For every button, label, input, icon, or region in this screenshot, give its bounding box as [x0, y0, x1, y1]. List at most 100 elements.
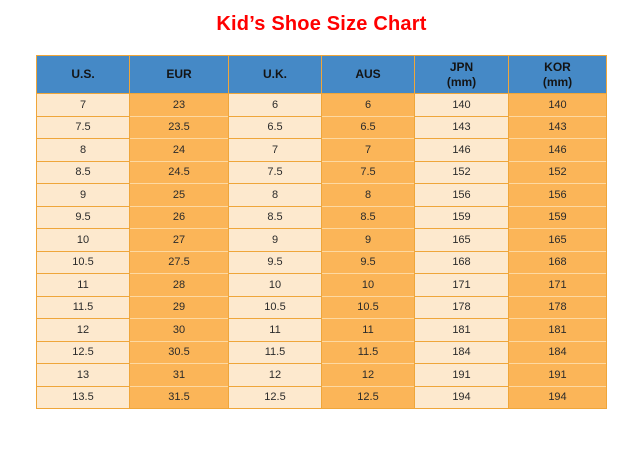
table-row: 13 31 12 12 191 191: [36, 363, 607, 386]
table-cell: 26: [129, 205, 229, 229]
table-row: 9 25 8 8 156 156: [36, 183, 607, 206]
table-cell: 178: [508, 295, 607, 319]
table-cell: 11: [228, 318, 322, 341]
table-cell: 7.5: [228, 160, 322, 184]
table-cell: 23.5: [129, 115, 229, 139]
table-cell: 165: [414, 228, 509, 251]
table-cell: 184: [508, 340, 607, 364]
table-cell: 7: [36, 93, 130, 116]
table-cell: 30: [129, 318, 229, 341]
table-cell: 191: [508, 363, 607, 386]
table-cell: 171: [414, 273, 509, 296]
table-body: 7 23 6 6 140 140 7.5 23.5 6.5 6.5 143 143 8 24 7 7 146 14…: [36, 93, 607, 409]
table-cell: 11: [36, 273, 130, 296]
table-cell: 27.5: [129, 250, 229, 274]
table-cell: 140: [414, 93, 509, 116]
table-cell: 8: [228, 183, 322, 206]
table-cell: 8: [36, 138, 130, 161]
table-cell: 6.5: [321, 115, 415, 139]
table-row: 13.5 31.5 12.5 12.5 194 194: [36, 385, 607, 409]
table-row: 12.5 30.5 11.5 11.5 184 184: [36, 340, 607, 364]
column-header-line: U.K.: [263, 67, 287, 81]
table-cell: 181: [508, 318, 607, 341]
table-cell: 12.5: [228, 385, 322, 409]
table-cell: 7: [321, 138, 415, 161]
table-cell: 140: [508, 93, 607, 116]
table-cell: 156: [508, 183, 607, 206]
table-cell: 25: [129, 183, 229, 206]
table-cell: 12: [321, 363, 415, 386]
column-header-line: JPN: [449, 59, 474, 74]
table-cell: 11.5: [36, 295, 130, 319]
table-row: 9.5 26 8.5 8.5 159 159: [36, 205, 607, 229]
column-header-line: AUS: [355, 67, 381, 81]
table-cell: 7: [228, 138, 322, 161]
table-row: 11.5 29 10.5 10.5 178 178: [36, 295, 607, 319]
table-cell: 12.5: [36, 340, 130, 364]
table-cell: 10: [321, 273, 415, 296]
table-cell: 165: [508, 228, 607, 251]
column-header-line: (mm): [446, 74, 477, 89]
table-cell: 11.5: [321, 340, 415, 364]
table-row: 10.5 27.5 9.5 9.5 168 168: [36, 250, 607, 274]
column-header: AUS: [321, 55, 415, 94]
table-cell: 168: [508, 250, 607, 274]
column-header: EUR: [129, 55, 229, 94]
table-cell: 171: [508, 273, 607, 296]
table-cell: 6.5: [228, 115, 322, 139]
table-cell: 11: [321, 318, 415, 341]
table-cell: 23: [129, 93, 229, 116]
table-cell: 10.5: [228, 295, 322, 319]
table-cell: 9: [228, 228, 322, 251]
table-cell: 30.5: [129, 340, 229, 364]
table-cell: 152: [508, 160, 607, 184]
table-cell: 10: [36, 228, 130, 251]
table-cell: 8.5: [228, 205, 322, 229]
table-cell: 28: [129, 273, 229, 296]
table-row: 11 28 10 10 171 171: [36, 273, 607, 296]
table-cell: 159: [414, 205, 509, 229]
column-header-line: U.S.: [71, 67, 95, 81]
table-cell: 8.5: [321, 205, 415, 229]
table-cell: 6: [228, 93, 322, 116]
table-cell: 152: [414, 160, 509, 184]
table-cell: 8: [321, 183, 415, 206]
table-cell: 9.5: [228, 250, 322, 274]
shoe-size-table: U.S. EUR U.K. AUS JPN (mm) KOR (mm) 7 23 6 6 140 140…: [36, 55, 607, 409]
table-cell: 24.5: [129, 160, 229, 184]
table-cell: 194: [508, 385, 607, 409]
table-cell: 12: [36, 318, 130, 341]
table-cell: 191: [414, 363, 509, 386]
table-cell: 24: [129, 138, 229, 161]
table-cell: 29: [129, 295, 229, 319]
table-cell: 11.5: [228, 340, 322, 364]
column-header: U.K.: [228, 55, 322, 94]
table-cell: 184: [414, 340, 509, 364]
table-cell: 8.5: [36, 160, 130, 184]
column-header: KOR (mm): [508, 55, 607, 94]
table-cell: 12.5: [321, 385, 415, 409]
table-cell: 9: [321, 228, 415, 251]
table-cell: 7.5: [321, 160, 415, 184]
column-header: JPN (mm): [414, 55, 509, 94]
table-row: 12 30 11 11 181 181: [36, 318, 607, 341]
column-header-line: EUR: [166, 67, 192, 81]
table-row: 8.5 24.5 7.5 7.5 152 152: [36, 160, 607, 184]
page-title: Kid’s Shoe Size Chart: [216, 13, 427, 35]
table-cell: 159: [508, 205, 607, 229]
table-cell: 9.5: [36, 205, 130, 229]
table-cell: 10: [228, 273, 322, 296]
column-header-line: (mm): [542, 74, 573, 89]
table-cell: 12: [228, 363, 322, 386]
table-cell: 156: [414, 183, 509, 206]
table-row: 7 23 6 6 140 140: [36, 93, 607, 116]
table-cell: 31.5: [129, 385, 229, 409]
table-cell: 13.5: [36, 385, 130, 409]
table-cell: 146: [508, 138, 607, 161]
table-cell: 181: [414, 318, 509, 341]
table-cell: 7.5: [36, 115, 130, 139]
table-row: 8 24 7 7 146 146: [36, 138, 607, 161]
table-cell: 143: [508, 115, 607, 139]
table-cell: 13: [36, 363, 130, 386]
table-cell: 168: [414, 250, 509, 274]
